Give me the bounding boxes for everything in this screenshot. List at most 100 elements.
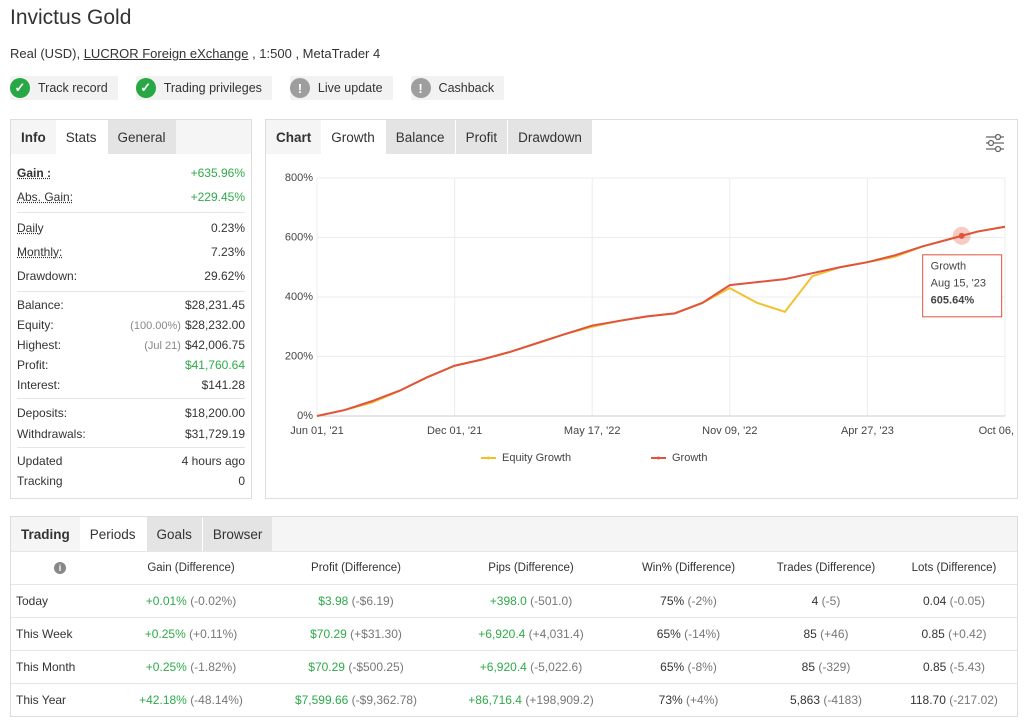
cell-diff: (+46) (820, 627, 849, 641)
stats-value: $41,760.64 (184, 358, 245, 372)
column-header: Trades (Difference) (761, 551, 891, 585)
badge-label: Cashback (438, 81, 495, 95)
stats-row: Withdrawals: $31,729.19 (17, 423, 245, 444)
cell-diff: (-$6.19) (351, 594, 394, 608)
tab: Chart (276, 129, 312, 145)
stats-value: $28,231.45 (184, 298, 245, 312)
settings-icon[interactable] (986, 133, 1004, 153)
stats-label: Daily (17, 221, 44, 235)
info-icon[interactable]: i (54, 562, 66, 574)
info-cell: i (11, 551, 116, 585)
cell-value: 0.85 (921, 627, 945, 641)
column-header: Profit (Difference) (266, 551, 446, 585)
badges: ✓ Track record ✓ Trading privileges ! Live … (10, 76, 505, 100)
tab[interactable]: Drawdown (507, 120, 592, 154)
stats-label: Withdrawals: (17, 426, 86, 441)
stats-value-wrap: 29.62% (204, 269, 245, 283)
tab-bar: Info Stats General (11, 120, 251, 154)
stats-row: Highest: (Jul 21) $42,006.75 (17, 335, 245, 355)
legend-label: Growth (672, 452, 707, 464)
tab[interactable]: Balance (384, 120, 455, 154)
stats-value: 7.23% (210, 245, 245, 259)
stats-row: Abs. Gain: +229.45% (17, 185, 245, 209)
account-subtitle: Real (USD), LUCROR Foreign eXchange , 1:… (10, 46, 380, 61)
stats-value: $31,729.19 (184, 426, 245, 441)
table-cell: +398.0 (-501.0) (446, 584, 616, 618)
tab[interactable]: Periods (79, 517, 146, 551)
stats-label: Highest: (17, 338, 62, 352)
table-cell: +6,920.4 (+4,031.4) (446, 617, 616, 651)
badge[interactable]: ! Live update (289, 76, 393, 100)
table-cell: +86,716.4 (+198,909.2) (446, 683, 616, 716)
cell-diff: (-4183) (823, 693, 863, 707)
table-cell: $3.98 (-$6.19) (266, 584, 446, 618)
cell-value: +42.18% (139, 693, 187, 707)
cell-diff: (+4%) (686, 693, 719, 707)
stats-label: Balance: (17, 298, 64, 312)
badge[interactable]: ✓ Track record (10, 76, 118, 100)
tab[interactable]: Growth (321, 120, 385, 154)
stats-row: Updated 4 hours ago (17, 451, 245, 471)
stats-group: Daily 0.23% Monthly: 7.23% Drawdown: 29.62% (17, 213, 245, 292)
cell-value: $3.98 (318, 594, 349, 608)
stats-value-wrap: 4 hours ago (182, 454, 245, 468)
stats-value: $28,232.00 (184, 318, 245, 332)
x-tick-label: Jun 01, '21 (290, 425, 343, 437)
cell-value: 85 (803, 627, 817, 641)
cell-diff: (-5) (821, 594, 841, 608)
stats-value-wrap: $141.28 (202, 378, 245, 392)
tab-bar: Trading Periods Goals Browser (11, 517, 1017, 551)
tooltip-value: 605.64% (931, 295, 975, 307)
check-icon: ✓ (135, 78, 156, 98)
check-icon: ✓ (10, 78, 30, 98)
x-tick-label: May 17, '22 (564, 425, 621, 437)
tab[interactable]: Browser (201, 517, 273, 551)
header-row: i Gain (Difference) Profit (Difference) Pip… (11, 551, 1017, 585)
cell-diff: (-2%) (687, 594, 717, 608)
stats-value: 4 hours ago (181, 454, 245, 468)
account-details: , 1:500 , MetaTrader 4 (252, 46, 381, 61)
y-tick-label: 200% (285, 350, 313, 362)
stats-group: Gain : +635.96% Abs. Gain: +229.45% (17, 158, 245, 213)
hover-point (958, 232, 965, 239)
stats-label: Profit: (17, 358, 49, 372)
stats-value-wrap: +635.96% (191, 166, 245, 180)
stats-group: Deposits: $18,200.00 Withdrawals: $31,729.1… (17, 399, 245, 448)
stats-row: Interest: $141.28 (17, 375, 245, 395)
tab[interactable]: Goals (145, 517, 202, 551)
stats-row: Monthly: 7.23% (17, 240, 245, 264)
tab[interactable]: Profit (454, 120, 508, 154)
stats-label: Tracking (17, 474, 63, 488)
stats-value: +635.96% (190, 166, 245, 180)
stats-panel: Info Stats General Gain : +635.96% Abs. Gain… (10, 119, 252, 499)
tab-bar: Chart Growth Balance Profit Drawdown (266, 120, 592, 154)
table-cell: 65% (-14%) (616, 617, 761, 651)
badge-label: Track record (38, 81, 108, 95)
table-cell: 75% (-2%) (616, 584, 761, 618)
cell-value: 65% (656, 627, 681, 641)
table-cell: 0.85 (-5.43) (891, 650, 1017, 684)
table-cell: 85 (+46) (761, 617, 891, 651)
stats-value: 0 (238, 474, 245, 488)
table-cell: 0.04 (-0.05) (891, 584, 1017, 618)
tooltip-series: Growth (931, 261, 966, 273)
cell-value: 0.85 (922, 660, 947, 674)
broker-link[interactable]: LUCROR Foreign eXchange (83, 46, 249, 61)
tab[interactable]: General (106, 120, 176, 154)
cell-value: 73% (658, 693, 683, 707)
x-tick-label: Dec 01, '21 (427, 425, 482, 437)
x-tick-label: Apr 27, '23 (841, 425, 894, 437)
badge[interactable]: ! Cashback (410, 76, 505, 100)
cell-value: $70.29 (310, 627, 347, 641)
cell-value: 65% (660, 660, 685, 674)
table-cell: $7,599.66 (-$9,362.78) (266, 683, 446, 716)
stats-value-wrap: 7.23% (211, 245, 245, 259)
stats-group: Balance: $28,231.45 Equity: (100.00%) $28,23… (17, 292, 245, 399)
tab[interactable]: Stats (55, 120, 107, 154)
tooltip-box (922, 254, 1003, 318)
cell-diff: (-5.43) (949, 660, 986, 674)
cell-value: 75% (660, 594, 685, 608)
cell-diff: (-0.05) (949, 594, 986, 608)
table-cell: +0.01% (-0.02%) (116, 584, 266, 618)
badge[interactable]: ✓ Trading privileges (135, 76, 272, 100)
